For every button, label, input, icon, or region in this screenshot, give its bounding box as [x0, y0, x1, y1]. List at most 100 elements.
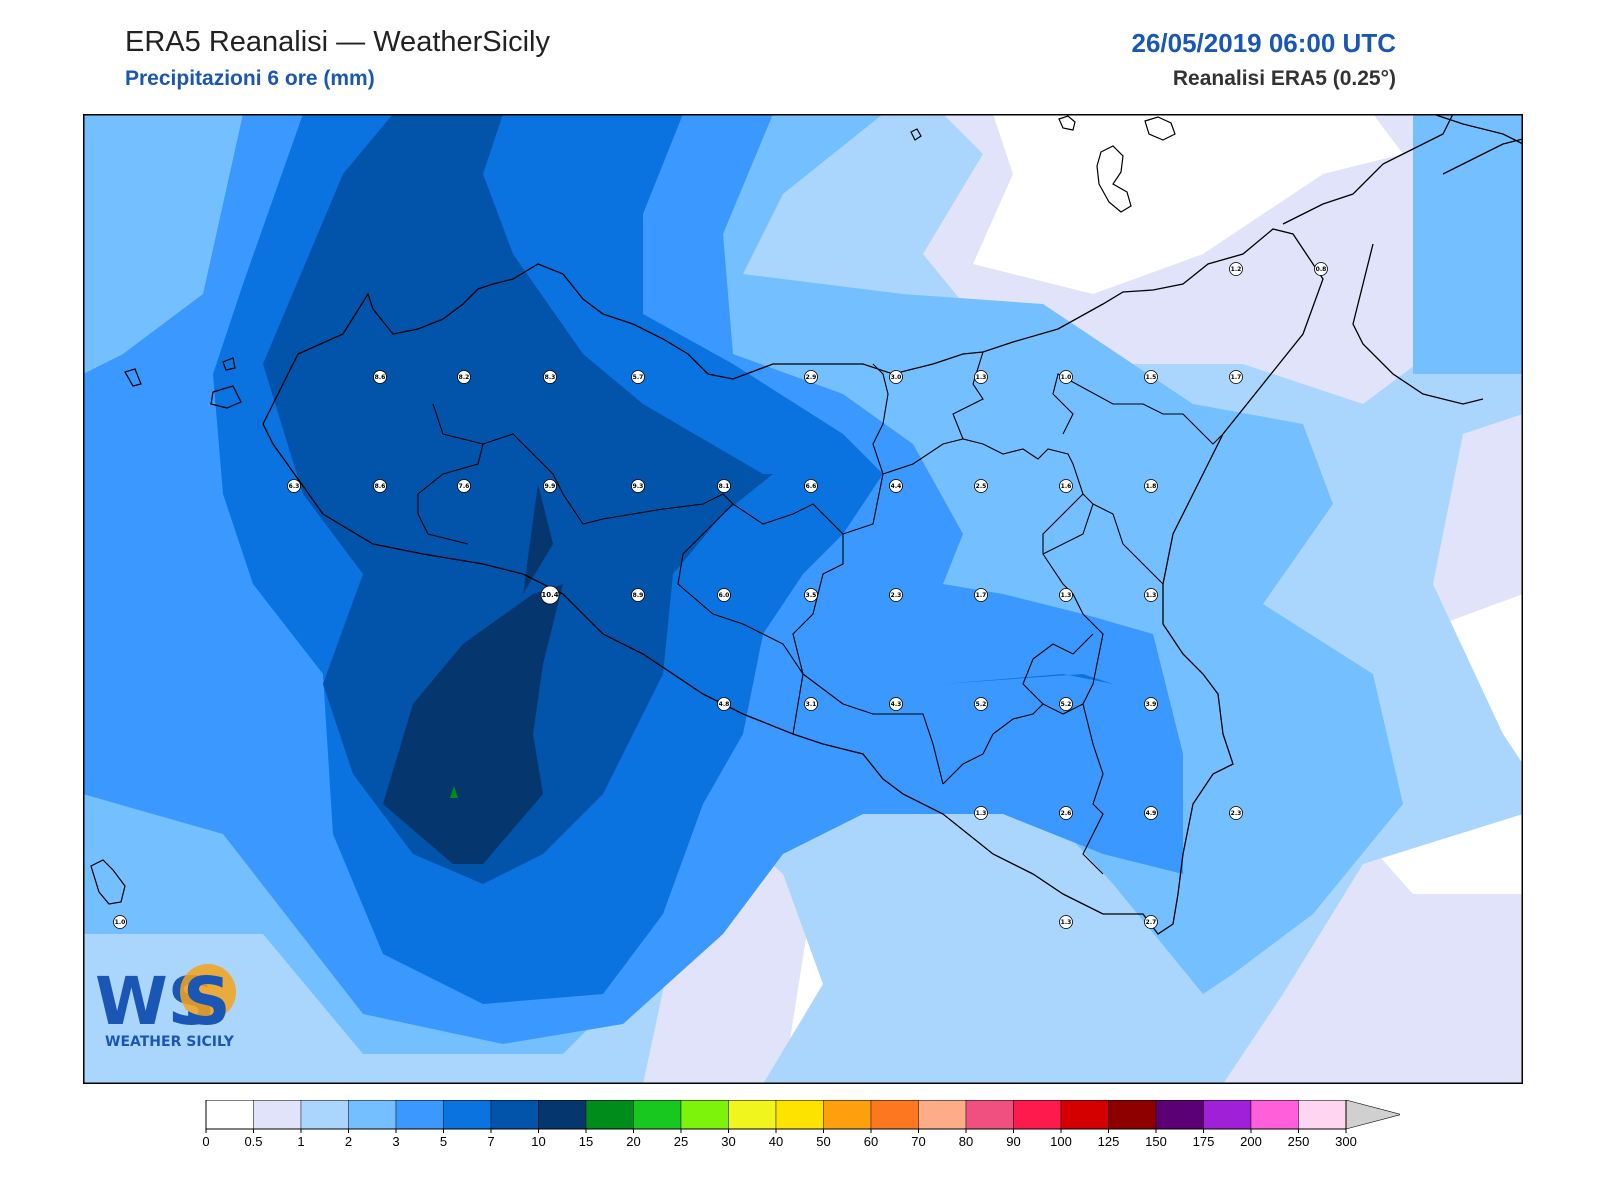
grid-value-label: 5.2 — [976, 701, 987, 708]
sun-icon — [180, 964, 236, 1020]
colorbar-tick-label: 15 — [579, 1134, 593, 1149]
grid-value-label: 2.3 — [1231, 810, 1242, 817]
grid-value-marker — [804, 479, 818, 493]
grid-value-marker — [974, 806, 988, 820]
colorbar-tick-label: 80 — [959, 1134, 973, 1149]
grid-value-label: 2.5 — [976, 483, 987, 490]
grid-value-label: 3.5 — [806, 592, 817, 599]
colorbar-tick-label: 30 — [721, 1134, 735, 1149]
grid-value-marker — [631, 588, 645, 602]
colorbar-tick-label: 0 — [202, 1134, 209, 1149]
colorbar-swatch — [490, 1100, 539, 1130]
grid-value-label: 1.6 — [1061, 483, 1072, 490]
colorbar-tick-label: 125 — [1098, 1134, 1120, 1149]
grid-value-marker — [717, 479, 731, 493]
colorbar-tick-label: 10 — [531, 1134, 545, 1149]
grid-value-marker — [1229, 370, 1243, 384]
grid-value-marker — [1144, 588, 1158, 602]
grid-value-label: 10.4 — [541, 591, 558, 599]
grid-value-marker — [1059, 697, 1073, 711]
grid-value-label: 1.7 — [1231, 374, 1242, 381]
colorbar-tick-label: 70 — [911, 1134, 925, 1149]
grid-value-label: 3.0 — [891, 374, 902, 381]
grid-value-marker — [717, 588, 731, 602]
grid-value-label: 1.3 — [976, 810, 987, 817]
colorbar-tick-label: 250 — [1288, 1134, 1310, 1149]
grid-value-marker — [804, 697, 818, 711]
colorbar-swatch — [443, 1100, 492, 1130]
grid-value-label: 4.8 — [719, 701, 730, 708]
grid-value-label: 9.3 — [633, 483, 644, 490]
grid-value-marker — [1144, 806, 1158, 820]
grid-value-label: 5.2 — [1061, 701, 1072, 708]
grid-value-marker — [974, 479, 988, 493]
colorbar-swatch — [775, 1100, 824, 1130]
grid-value-label: 1.3 — [1061, 592, 1072, 599]
calabria-coastline — [1442, 138, 1523, 175]
calabria-coastline — [1352, 243, 1484, 405]
grid-value-marker — [974, 370, 988, 384]
calabria-coastline — [1282, 114, 1454, 225]
colorbar-swatch — [728, 1100, 777, 1130]
colorbar-tick-label: 0.5 — [244, 1134, 262, 1149]
grid-value-label: 3.1 — [806, 701, 817, 708]
weather-sicily-logo: WS S WEATHER SICILY — [95, 963, 236, 1050]
precip-level-15 — [450, 786, 458, 798]
colorbar-tick-label: 1 — [297, 1134, 304, 1149]
colorbar-swatch — [1250, 1100, 1299, 1130]
colorbar-tick-label: 150 — [1145, 1134, 1167, 1149]
colorbar-swatch — [918, 1100, 967, 1130]
grid-value-label: 8.3 — [545, 374, 556, 381]
grid-value-marker — [543, 479, 557, 493]
colorbar-extend-arrow — [1345, 1100, 1400, 1130]
colorbar-swatch — [348, 1100, 397, 1130]
grid-value-label: 8.6 — [375, 483, 386, 490]
grid-value-label: 1.3 — [1061, 919, 1072, 926]
colorbar-tick-label: 50 — [816, 1134, 830, 1149]
grid-value-marker — [1144, 479, 1158, 493]
colorbar-tick-label: 25 — [674, 1134, 688, 1149]
colorbar-tick-label: 100 — [1050, 1134, 1072, 1149]
colorbar-swatch — [1298, 1100, 1347, 1130]
precip-colorbar: 0 0.5 1 2 3 5 7 10 15 20 25 30 40 50 60 70 80 90 100 125 150… — [202, 1100, 1400, 1149]
grid-value-label: 7.6 — [459, 483, 470, 490]
grid-value-marker — [1144, 370, 1158, 384]
colorbar-tick-label: 90 — [1006, 1134, 1020, 1149]
grid-value-label: 1.8 — [1146, 483, 1157, 490]
colorbar-swatch — [1060, 1100, 1109, 1130]
grid-value-label: 1.7 — [976, 592, 987, 599]
grid-value-marker — [1229, 806, 1243, 820]
grid-value-marker — [889, 479, 903, 493]
grid-value-marker — [287, 479, 301, 493]
colorbar-swatch — [253, 1100, 302, 1130]
grid-value-marker — [1144, 915, 1158, 929]
colorbar-swatch — [585, 1100, 634, 1130]
grid-value-label: 0.8 — [1316, 266, 1327, 273]
grid-value-label: 1.5 — [1146, 374, 1157, 381]
colorbar-tick-label: 60 — [864, 1134, 878, 1149]
islands — [90, 115, 1176, 905]
colorbar-tick-label: 300 — [1335, 1134, 1357, 1149]
colorbar-tick-label: 2 — [345, 1134, 352, 1149]
colorbar-tick-label: 20 — [626, 1134, 640, 1149]
colorbar-swatch — [1013, 1100, 1062, 1130]
grid-value-label: 2.3 — [891, 592, 902, 599]
grid-value-marker — [1059, 370, 1073, 384]
grid-value-marker — [113, 915, 127, 929]
grid-value-label: 6.0 — [719, 592, 730, 599]
grid-value-label: 1.0 — [115, 919, 126, 926]
colorbar-swatch — [1155, 1100, 1204, 1130]
grid-value-label: 3.9 — [1146, 701, 1157, 708]
precipitation-map[interactable]: 8.6 8.2 8.3 5.7 2.9 3.0 1.3 1.0 1.5 1.7 6.3 8.6 7.6 9… — [83, 114, 1523, 1084]
model-label: Reanalisi ERA5 (0.25°) — [1172, 67, 1396, 90]
grid-value-label: 4.4 — [891, 483, 902, 490]
colorbar-swatch — [395, 1100, 444, 1130]
grid-value-marker — [1144, 697, 1158, 711]
grid-value-label: 9.9 — [545, 483, 556, 490]
grid-value-label: 6.3 — [289, 483, 300, 490]
grid-value-label: 8.6 — [375, 374, 386, 381]
grid-value-marker — [631, 479, 645, 493]
grid-value-marker — [804, 588, 818, 602]
grid-value-marker — [373, 479, 387, 493]
grid-value-marker — [889, 697, 903, 711]
